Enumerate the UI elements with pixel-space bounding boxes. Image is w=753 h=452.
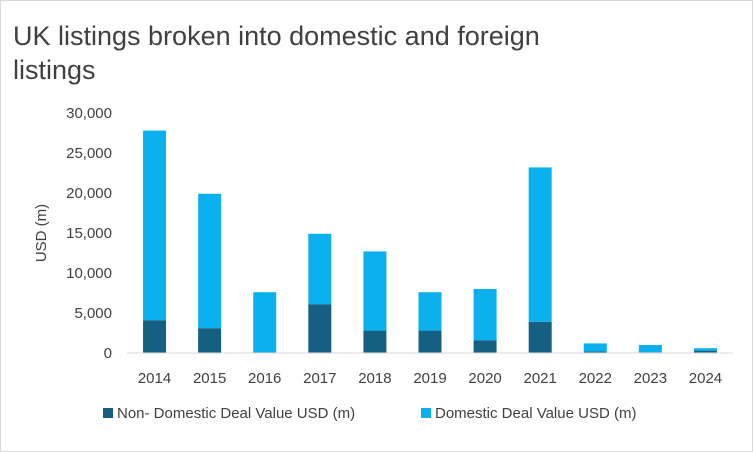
legend-label-domestic: Domestic Deal Value USD (m) (435, 405, 636, 422)
chart-title: UK listings broken into domestic and for… (13, 21, 540, 85)
x-tick-label: 2022 (579, 370, 612, 387)
y-tick-label: 0 (104, 345, 112, 362)
legend-swatch-domestic (421, 408, 431, 418)
x-tick-label: 2023 (634, 370, 667, 387)
bar-domestic-2018 (363, 251, 387, 331)
x-tick-label: 2018 (358, 370, 391, 387)
bar-domestic-2020 (473, 289, 497, 341)
y-tick-label: 10,000 (66, 265, 112, 282)
bar-domestic-2015 (198, 193, 222, 329)
y-tick-label: 20,000 (66, 185, 112, 202)
y-axis: 0 5,000 10,000 15,000 20,000 25,000 30,000 (66, 105, 112, 362)
bars (143, 130, 717, 353)
bar-domestic-2023 (638, 345, 662, 353)
y-tick-label: 25,000 (66, 145, 112, 162)
x-tick-label: 2021 (523, 370, 556, 387)
bar-non-domestic-2018 (363, 330, 387, 353)
bar-non-domestic-2024 (693, 350, 717, 353)
x-tick-label: 2019 (413, 370, 446, 387)
bar-domestic-2021 (528, 167, 552, 322)
x-tick-label: 2020 (468, 370, 501, 387)
y-axis-title: USD (m) (33, 204, 50, 262)
bar-non-domestic-2015 (198, 328, 222, 353)
legend: Non- Domestic Deal Value USD (m) Domestic… (103, 405, 636, 422)
x-tick-label: 2014 (138, 370, 171, 387)
bar-domestic-2022 (583, 343, 607, 352)
y-tick-label: 5,000 (74, 305, 112, 322)
bar-domestic-2019 (418, 292, 442, 331)
y-tick-label: 15,000 (66, 225, 112, 242)
bar-domestic-2017 (308, 233, 332, 305)
bar-non-domestic-2017 (308, 304, 332, 353)
x-tick-label: 2017 (303, 370, 336, 387)
x-tick-label: 2016 (248, 370, 281, 387)
bar-domestic-2024 (693, 348, 717, 351)
bar-domestic-2014 (143, 130, 167, 321)
bar-non-domestic-2022 (583, 351, 607, 353)
bar-non-domestic-2014 (143, 320, 167, 353)
legend-swatch-non-domestic (103, 408, 113, 418)
x-axis: 2014 2015 2016 2017 2018 2019 2020 2021 2022 2023… (138, 370, 722, 387)
x-tick-label: 2024 (689, 370, 722, 387)
bar-domestic-2016 (253, 292, 277, 353)
bar-non-domestic-2019 (418, 330, 442, 353)
legend-label-non-domestic: Non- Domestic Deal Value USD (m) (117, 405, 355, 422)
y-tick-label: 30,000 (66, 105, 112, 122)
bar-non-domestic-2021 (528, 321, 552, 353)
x-tick-label: 2015 (193, 370, 226, 387)
bar-non-domestic-2020 (473, 340, 497, 353)
